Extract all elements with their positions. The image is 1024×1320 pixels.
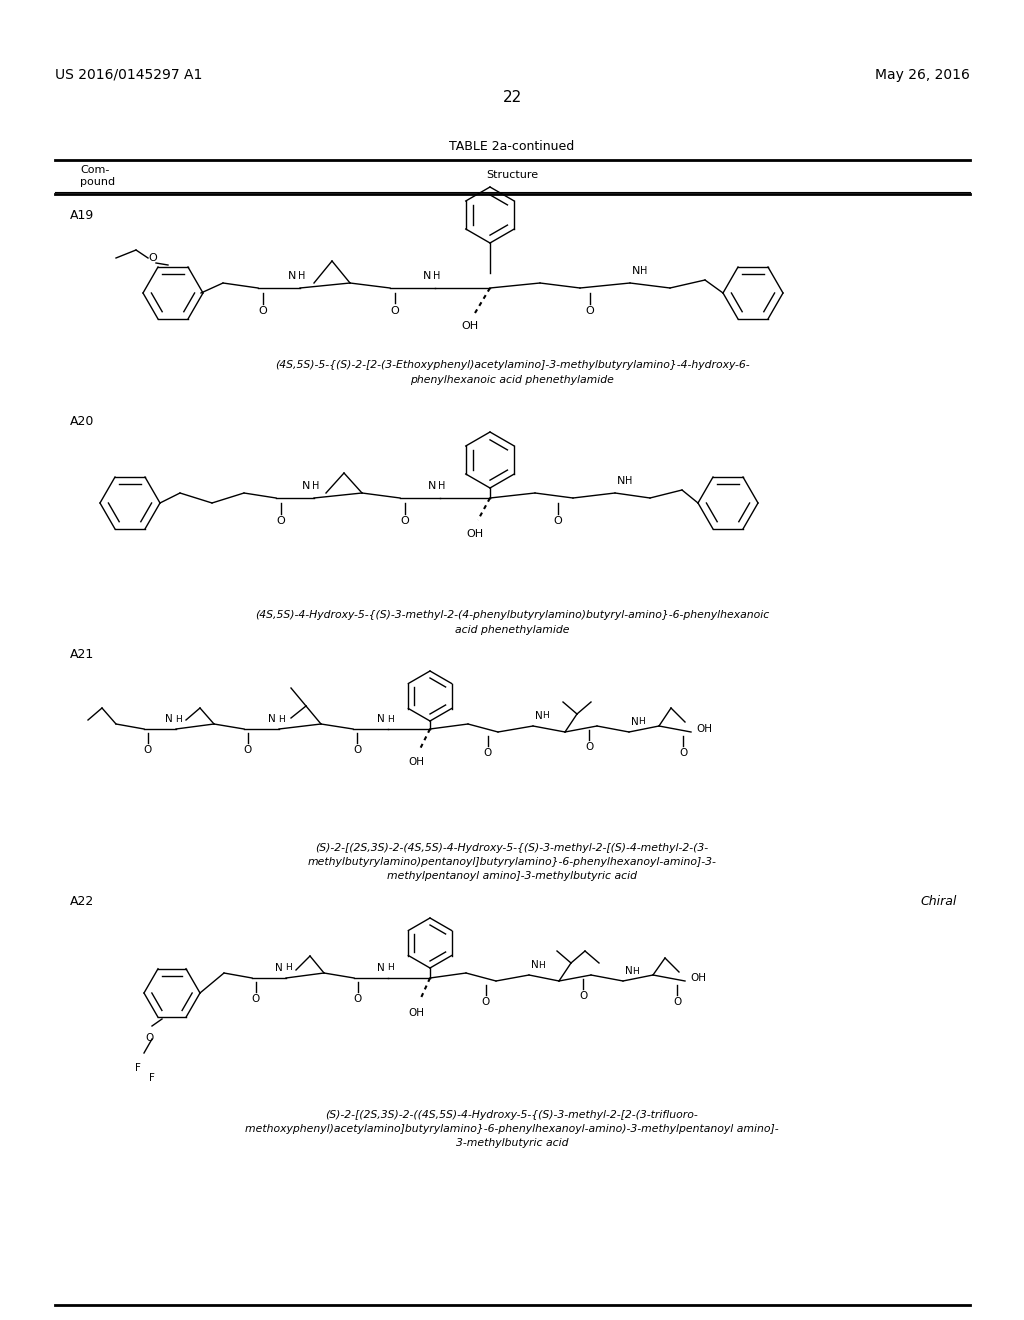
- Text: H: H: [542, 711, 549, 721]
- Text: OH: OH: [690, 973, 706, 983]
- Text: O: O: [679, 748, 687, 758]
- Text: N: N: [632, 267, 640, 276]
- Text: N: N: [377, 964, 385, 973]
- Text: N: N: [302, 480, 310, 491]
- Text: F: F: [135, 1063, 141, 1073]
- Text: O: O: [145, 1034, 155, 1043]
- Text: phenylhexanoic acid phenethylamide: phenylhexanoic acid phenethylamide: [410, 375, 614, 385]
- Text: methoxyphenyl)acetylamino]butyrylamino}-6-phenylhexanoyl-amino)-3-methylpentanoy: methoxyphenyl)acetylamino]butyrylamino}-…: [245, 1125, 779, 1134]
- Text: O: O: [144, 744, 153, 755]
- Text: N: N: [275, 964, 283, 973]
- Text: pound: pound: [80, 177, 115, 187]
- Text: N: N: [423, 271, 431, 281]
- Text: US 2016/0145297 A1: US 2016/0145297 A1: [55, 69, 203, 82]
- Text: 3-methylbutyric acid: 3-methylbutyric acid: [456, 1138, 568, 1148]
- Text: Chiral: Chiral: [920, 895, 956, 908]
- Text: (S)-2-[(2S,3S)-2-(4S,5S)-4-Hydroxy-5-{(S)-3-methyl-2-[(S)-4-methyl-2-(3-: (S)-2-[(2S,3S)-2-(4S,5S)-4-Hydroxy-5-{(S…: [315, 843, 709, 853]
- Text: H: H: [312, 480, 319, 491]
- Text: A22: A22: [70, 895, 94, 908]
- Text: N: N: [377, 714, 385, 723]
- Text: A20: A20: [70, 414, 94, 428]
- Text: O: O: [585, 742, 593, 752]
- Text: H: H: [640, 267, 647, 276]
- Text: O: O: [259, 306, 267, 315]
- Text: OH: OH: [408, 756, 424, 767]
- Text: H: H: [632, 966, 639, 975]
- Text: H: H: [625, 477, 633, 486]
- Text: (4S,5S)-5-{(S)-2-[2-(3-Ethoxyphenyl)acetylamino]-3-methylbutyrylamino}-4-hydroxy: (4S,5S)-5-{(S)-2-[2-(3-Ethoxyphenyl)acet…: [274, 360, 750, 370]
- Text: A19: A19: [70, 209, 94, 222]
- Text: O: O: [579, 991, 587, 1001]
- Text: O: O: [354, 994, 362, 1005]
- Text: O: O: [673, 997, 681, 1007]
- Text: O: O: [482, 997, 490, 1007]
- Text: H: H: [638, 718, 645, 726]
- Text: H: H: [387, 964, 394, 973]
- Text: H: H: [278, 714, 285, 723]
- Text: 22: 22: [503, 90, 521, 106]
- Text: N: N: [625, 966, 633, 975]
- Text: H: H: [175, 714, 181, 723]
- Text: H: H: [298, 271, 305, 281]
- Text: Structure: Structure: [486, 170, 538, 180]
- Text: H: H: [387, 714, 394, 723]
- Text: N: N: [288, 271, 296, 281]
- Text: OH: OH: [696, 723, 712, 734]
- Text: F: F: [150, 1073, 155, 1082]
- Text: A21: A21: [70, 648, 94, 661]
- Text: H: H: [433, 271, 440, 281]
- Text: O: O: [252, 994, 260, 1005]
- Text: O: O: [148, 253, 158, 263]
- Text: OH: OH: [408, 1008, 424, 1018]
- Text: OH: OH: [467, 529, 483, 539]
- Text: N: N: [531, 960, 539, 970]
- Text: acid phenethylamide: acid phenethylamide: [455, 624, 569, 635]
- Text: methylbutyrylamino)pentanoyl]butyrylamino}-6-phenylhexanoyl-amino]-3-: methylbutyrylamino)pentanoyl]butyrylamin…: [307, 857, 717, 867]
- Text: H: H: [538, 961, 545, 969]
- Text: O: O: [484, 748, 493, 758]
- Text: N: N: [165, 714, 173, 723]
- Text: O: O: [390, 306, 399, 315]
- Text: O: O: [554, 516, 562, 525]
- Text: (S)-2-[(2S,3S)-2-((4S,5S)-4-Hydroxy-5-{(S)-3-methyl-2-[2-(3-trifluoro-: (S)-2-[(2S,3S)-2-((4S,5S)-4-Hydroxy-5-{(…: [326, 1110, 698, 1119]
- Text: H: H: [285, 964, 292, 973]
- Text: O: O: [244, 744, 252, 755]
- Text: N: N: [268, 714, 275, 723]
- Text: Com-: Com-: [80, 165, 110, 176]
- Text: O: O: [276, 516, 286, 525]
- Text: TABLE 2a-continued: TABLE 2a-continued: [450, 140, 574, 153]
- Text: O: O: [400, 516, 410, 525]
- Text: methylpentanoyl amino]-3-methylbutyric acid: methylpentanoyl amino]-3-methylbutyric a…: [387, 871, 637, 880]
- Text: (4S,5S)-4-Hydroxy-5-{(S)-3-methyl-2-(4-phenylbutyrylamino)butyryl-amino}-6-pheny: (4S,5S)-4-Hydroxy-5-{(S)-3-methyl-2-(4-p…: [255, 610, 769, 620]
- Text: N: N: [617, 477, 626, 486]
- Text: N: N: [631, 717, 639, 727]
- Text: OH: OH: [462, 321, 478, 331]
- Text: N: N: [535, 711, 543, 721]
- Text: O: O: [353, 744, 361, 755]
- Text: N: N: [428, 480, 436, 491]
- Text: May 26, 2016: May 26, 2016: [876, 69, 970, 82]
- Text: O: O: [586, 306, 594, 315]
- Text: H: H: [438, 480, 445, 491]
